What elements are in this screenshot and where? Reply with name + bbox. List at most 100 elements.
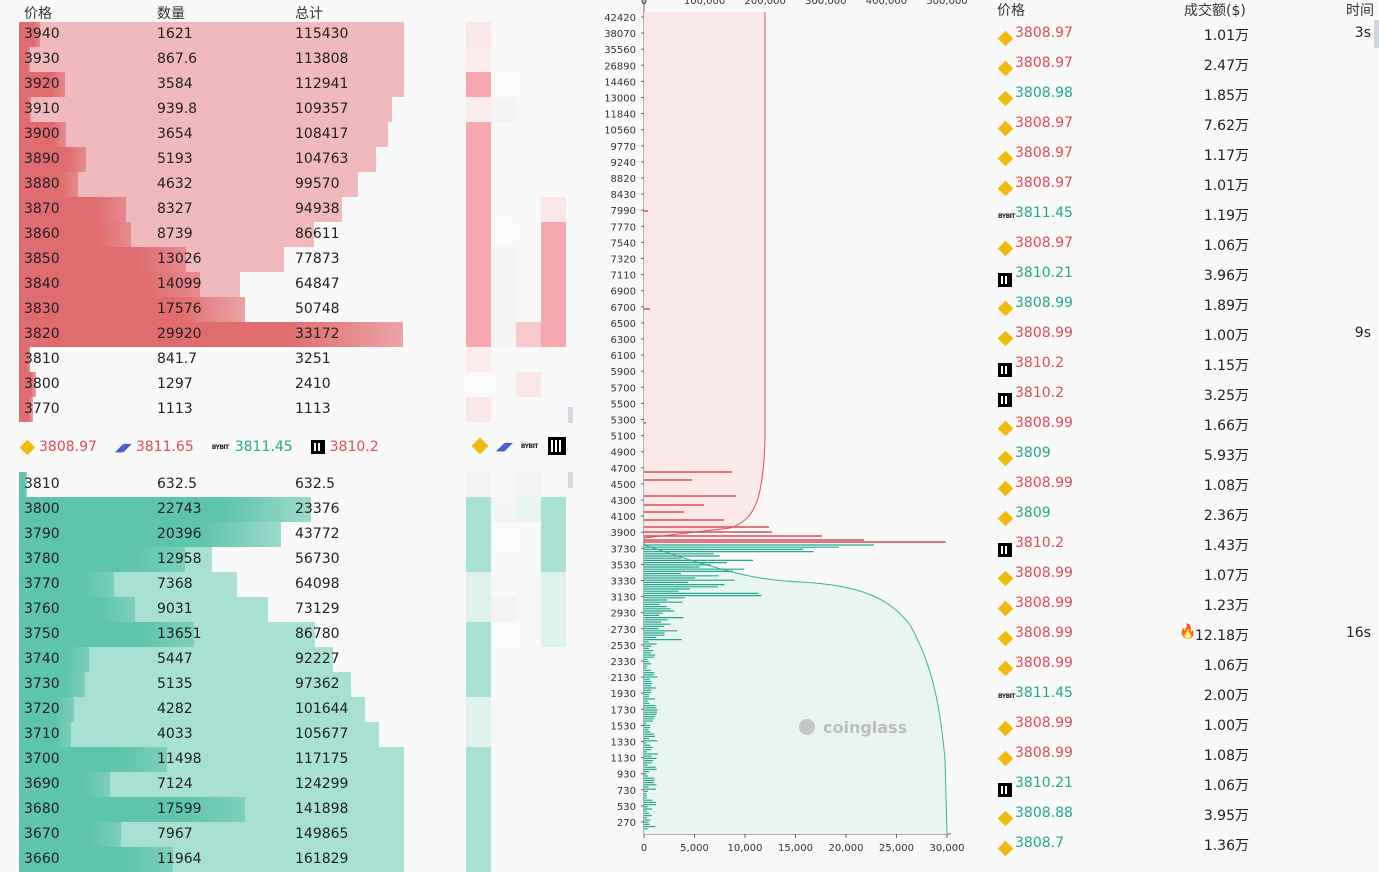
ask-row[interactable]: 3840 14099 64847 [0,272,410,297]
row-total: 104763 [295,151,349,167]
trade-row[interactable]: 3810.21 3.96万 [995,259,1379,289]
trade-row[interactable]: 3808.97 2.47万 [995,49,1379,79]
trade-row[interactable]: BYBIT 3811.45 1.19万 [995,199,1379,229]
bid-row[interactable]: 3800 22743 23376 [0,497,410,522]
ask-row[interactable]: 3890 5193 104763 [0,147,410,172]
bid-row[interactable]: 3790 20396 43772 [0,522,410,547]
trade-row[interactable]: 3808.99 1.06万 [995,649,1379,679]
row-price: 3770 [24,576,60,592]
ask-row[interactable]: 3850 13026 77873 [0,247,410,272]
trade-price: 3810.21 [1015,265,1073,281]
ask-row[interactable]: 3910 939.8 109357 [0,97,410,122]
ask-row[interactable]: 3800 1297 2410 [0,372,410,397]
trade-row[interactable]: 3808.99 1.08万 [995,739,1379,769]
ask-row[interactable]: 3870 8327 94938 [0,197,410,222]
trade-row[interactable]: 3808.97 7.62万 [995,109,1379,139]
bid-row[interactable]: 3710 4033 105677 [0,722,410,747]
row-price: 3660 [24,851,60,867]
trade-price: 3808.99 [1015,655,1073,671]
bid-row[interactable]: 3730 5135 97362 [0,672,410,697]
heatmap-cell [466,522,491,547]
bid-row[interactable]: 3740 5447 92227 [0,647,410,672]
bid-row[interactable]: 3670 7967 149865 [0,822,410,847]
trade-price: 3808.97 [1015,145,1073,161]
trade-row[interactable]: 3808.88 3.95万 [995,799,1379,829]
heatmap-cell [491,272,516,297]
trade-row[interactable]: 3809 2.36万 [995,499,1379,529]
trade-row[interactable]: 3808.98 1.85万 [995,79,1379,109]
bid-row[interactable]: 3780 12958 56730 [0,547,410,572]
trades-scrollbar[interactable] [1374,20,1379,48]
heatmap-cell [466,197,491,222]
row-total: 141898 [295,801,349,817]
bid-row[interactable]: 3750 13651 86780 [0,622,410,647]
heatmap-cell [491,497,516,522]
ask-row[interactable]: 3920 3584 112941 [0,72,410,97]
ask-row[interactable]: 3860 8739 86611 [0,222,410,247]
trade-row[interactable]: 3809 5.93万 [995,439,1379,469]
trade-row[interactable]: 3808.99 🔥 12.18万 16s [995,619,1379,649]
bid-row[interactable]: 3680 17599 141898 [0,797,410,822]
row-total: 3251 [295,351,331,367]
trade-row[interactable]: 3808.7 1.36万 [995,829,1379,859]
bid-row[interactable]: 3770 7368 64098 [0,572,410,597]
bottom-axis-tick: 20,000 [829,843,864,854]
price-tick: 4500 [611,480,636,491]
trade-row[interactable]: 3808.99 1.66万 [995,409,1379,439]
ask-row[interactable]: 3880 4632 99570 [0,172,410,197]
ask-row[interactable]: 3940 1621 115430 [0,22,410,47]
mid-price-value: 3810.2 [329,439,379,455]
qty-bar [19,472,28,497]
row-total: 112941 [295,76,349,92]
bid-row[interactable]: 3690 7124 124299 [0,772,410,797]
mid-price-value: 3811.45 [234,439,293,455]
price-tick: 1730 [611,705,636,716]
trade-row[interactable]: 3808.99 1.07万 [995,559,1379,589]
trade-row[interactable]: 3810.2 3.25万 [995,379,1379,409]
ask-row[interactable]: 3770 1113 1113 [0,397,410,422]
bottom-axis-tick: 0 [641,843,647,854]
bid-row[interactable]: 3660 11964 161829 [0,847,410,872]
total-depth-bar [19,72,404,97]
heatmap-scroll-marker[interactable] [568,407,573,423]
trade-row[interactable]: 3808.97 1.01万 [995,169,1379,199]
qty-bar [19,672,85,697]
trade-row[interactable]: 3808.99 1.00万 [995,709,1379,739]
ask-row[interactable]: 3810 841.7 3251 [0,347,410,372]
bid-row[interactable]: 3810 632.5 632.5 [0,472,410,497]
heatmap-cell [466,272,491,297]
ask-row[interactable]: 3830 17576 50748 [0,297,410,322]
trade-row[interactable]: 3810.21 1.06万 [995,769,1379,799]
trade-row[interactable]: 3808.99 1.08万 [995,469,1379,499]
bybit-icon: BYBIT [998,213,1016,220]
trade-row[interactable]: 3808.97 1.17万 [995,139,1379,169]
qty-bar [19,222,132,247]
ask-row[interactable]: 3930 867.6 113808 [0,47,410,72]
row-total: 117175 [295,751,349,767]
trades-header-time: 时间 [1346,3,1374,19]
bid-row[interactable]: 3700 11498 117175 [0,747,410,772]
bid-row[interactable]: 3760 9031 73129 [0,597,410,622]
trade-row[interactable]: 3808.99 1.89万 [995,289,1379,319]
trade-row[interactable]: 3810.2 1.43万 [995,529,1379,559]
trade-row[interactable]: BYBIT 3811.45 2.00万 [995,679,1379,709]
qty-bar [19,722,71,747]
bid-row[interactable]: 3720 4282 101644 [0,697,410,722]
trade-row[interactable]: 3810.2 1.15万 [995,349,1379,379]
trade-amount: 1.15万 [1203,358,1249,374]
qty-bar [19,497,311,522]
ask-row[interactable]: 3900 3654 108417 [0,122,410,147]
binance-icon [997,720,1014,737]
price-tick: 2130 [611,673,636,684]
trade-row[interactable]: 3808.97 1.06万 [995,229,1379,259]
heatmap-scroll-marker[interactable] [568,472,573,488]
ask-row[interactable]: 3820 29920 33172 [0,322,410,347]
bitmex-icon: ◢◤ [496,439,513,453]
trade-price: 3811.45 [1015,205,1073,221]
trade-row[interactable]: 3808.99 1.23万 [995,589,1379,619]
trade-row[interactable]: 3808.99 1.00万 9s [995,319,1379,349]
trade-row[interactable]: 3808.97 1.01万 3s [995,19,1379,49]
total-depth-bar [19,22,404,47]
heatmap-exchange-icons: ◢◤ BYBIT [471,437,571,455]
total-depth-bar [19,697,366,722]
